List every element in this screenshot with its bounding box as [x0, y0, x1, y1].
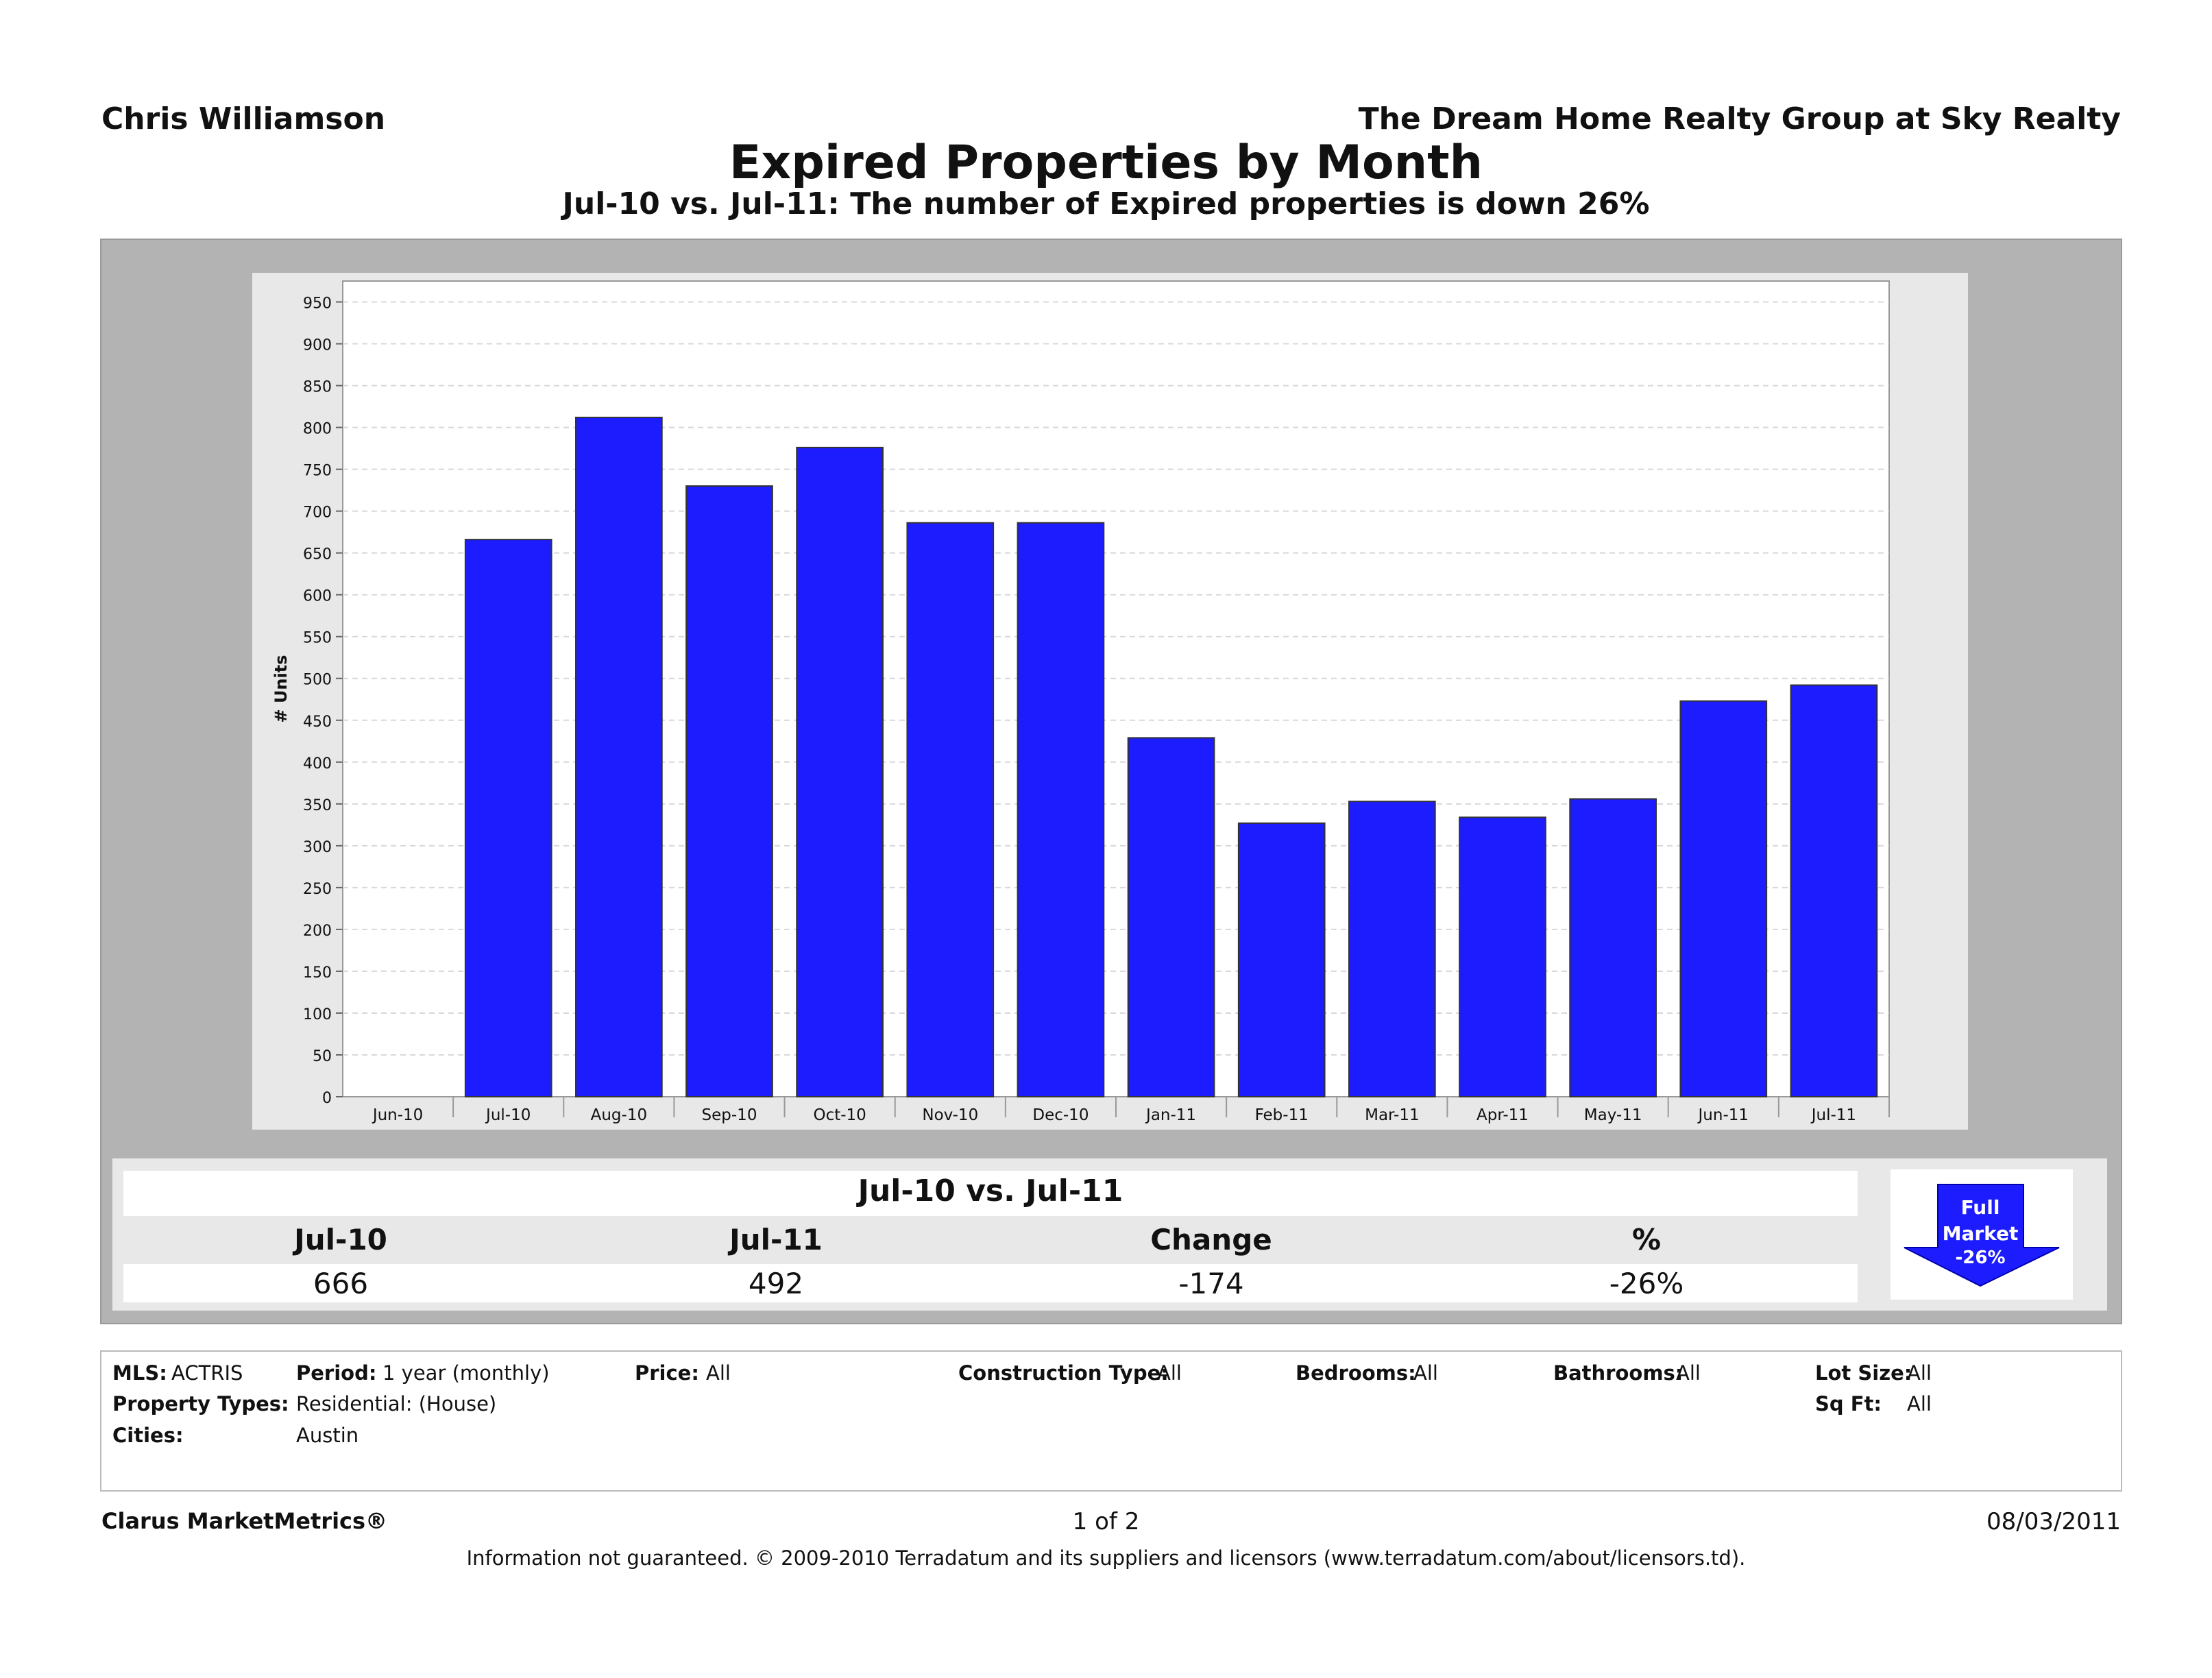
- y-tick-label: 350: [303, 797, 332, 814]
- mls-value: ACTRIS: [171, 1361, 243, 1385]
- bar-may-11: [1569, 798, 1657, 1097]
- price-value: All: [706, 1361, 731, 1385]
- bar-sep-10: [685, 485, 773, 1097]
- svg-text:Market: Market: [1943, 1222, 2019, 1245]
- y-tick-label: 300: [303, 839, 332, 856]
- x-tick-label: Dec-10: [1032, 1106, 1089, 1124]
- svg-text:-26%: -26%: [1955, 1248, 2005, 1268]
- x-tick-label: Jun-10: [372, 1106, 424, 1124]
- property-types-label: Property Types:: [112, 1392, 289, 1415]
- y-tick-label: 0: [322, 1090, 332, 1107]
- x-tick-label: Jan-11: [1145, 1106, 1196, 1124]
- bar-jun-11: [1679, 700, 1768, 1097]
- y-tick-label: 650: [303, 546, 332, 563]
- summary-title-bar: [123, 1171, 1858, 1216]
- summary-title: Jul-10 vs. Jul-11: [858, 1174, 1123, 1208]
- construction-label: Construction Type:: [958, 1361, 1169, 1385]
- construction-value: All: [1157, 1361, 1182, 1385]
- x-tick-label: Aug-10: [591, 1106, 647, 1124]
- summary-header-percent: %: [1631, 1223, 1662, 1256]
- page-title: Expired Properties by Month: [729, 136, 1483, 190]
- summary-value-percent: -26%: [1609, 1267, 1684, 1300]
- bedrooms-label: Bedrooms:: [1296, 1361, 1416, 1385]
- y-tick-label: 950: [303, 295, 332, 313]
- page-number: 1 of 2: [1072, 1508, 1140, 1535]
- y-tick-label: 850: [303, 379, 332, 396]
- x-tick-label: Nov-10: [922, 1106, 978, 1124]
- mls-label: MLS:: [112, 1361, 167, 1385]
- y-tick-label: 200: [303, 923, 332, 940]
- cities-label: Cities:: [112, 1424, 184, 1447]
- bar-feb-11: [1237, 822, 1326, 1098]
- lot-size-label: Lot Size:: [1815, 1361, 1912, 1385]
- svg-text:Full: Full: [1961, 1196, 2000, 1219]
- y-tick-label: 400: [303, 755, 332, 773]
- y-tick-label: 750: [303, 463, 332, 480]
- cities-value: Austin: [296, 1424, 359, 1447]
- summary-values-row: [123, 1264, 1858, 1302]
- summary-value-jul10: 666: [313, 1267, 369, 1300]
- x-tick-label: Jun-11: [1697, 1106, 1749, 1124]
- bar-jul-10: [464, 539, 552, 1097]
- bar-oct-10: [796, 446, 884, 1097]
- x-tick-label: Oct-10: [813, 1106, 866, 1124]
- bar-apr-11: [1459, 816, 1546, 1097]
- filter-criteria: [100, 1350, 2122, 1492]
- price-label: Price:: [635, 1361, 699, 1385]
- bar-dec-10: [1017, 522, 1105, 1097]
- x-tick-label: Jul-10: [485, 1106, 531, 1124]
- y-tick-label: 150: [303, 964, 332, 982]
- bathrooms-value: All: [1676, 1361, 1701, 1385]
- lot-size-value: All: [1907, 1361, 1932, 1385]
- sqft-label: Sq Ft:: [1815, 1392, 1882, 1415]
- x-tick-label: Apr-11: [1476, 1106, 1529, 1124]
- property-types-value: Residential: (House): [296, 1392, 497, 1415]
- agent-name: Chris Williamson: [101, 101, 386, 136]
- y-tick-label: 550: [303, 630, 332, 647]
- x-tick-label: Jul-11: [1810, 1106, 1856, 1124]
- page-subtitle: Jul-10 vs. Jul-11: The number of Expired…: [562, 186, 1650, 221]
- bar-aug-10: [575, 416, 663, 1097]
- summary-header-jul10: Jul-10: [294, 1223, 387, 1256]
- company-name: The Dream Home Realty Group at Sky Realt…: [1358, 101, 2121, 136]
- plot-area: [342, 280, 1890, 1097]
- bar-jul-11: [1790, 684, 1878, 1097]
- y-tick-label: 600: [303, 588, 332, 605]
- bar-mar-11: [1348, 801, 1436, 1098]
- sqft-value: All: [1907, 1392, 1932, 1415]
- y-tick-label: 450: [303, 714, 332, 731]
- y-tick-label: 250: [303, 881, 332, 898]
- y-tick-label: 500: [303, 672, 332, 689]
- footer-brand: Clarus MarketMetrics®: [101, 1508, 388, 1534]
- x-tick-label: May-11: [1584, 1106, 1642, 1124]
- y-axis-label: # Units: [271, 655, 291, 722]
- summary-value-jul11: 492: [748, 1267, 804, 1300]
- bar-nov-10: [906, 522, 995, 1097]
- period-label: Period:: [296, 1361, 377, 1385]
- down-arrow-icon: Full Market -26%: [1904, 1184, 2060, 1287]
- x-tick-label: Sep-10: [702, 1106, 757, 1124]
- y-tick-label: 900: [303, 337, 332, 354]
- y-tick-label: 700: [303, 504, 332, 522]
- disclaimer: Information not guaranteed. © 2009-2010 …: [466, 1546, 1746, 1570]
- bathrooms-label: Bathrooms:: [1553, 1361, 1684, 1385]
- summary-header-change: Change: [1150, 1223, 1272, 1256]
- summary-value-change: -174: [1178, 1267, 1244, 1300]
- bar-jan-11: [1127, 737, 1215, 1097]
- report-date: 08/03/2011: [1986, 1508, 2121, 1535]
- y-tick-label: 50: [313, 1048, 332, 1065]
- period-value: 1 year (monthly): [382, 1361, 550, 1385]
- y-tick-label: 100: [303, 1006, 332, 1023]
- x-tick-label: Mar-11: [1365, 1106, 1420, 1124]
- market-badge: Full Market -26%: [1891, 1169, 2073, 1300]
- summary-header-jul11: Jul-11: [729, 1223, 823, 1256]
- x-tick-label: Feb-11: [1255, 1106, 1309, 1124]
- bedrooms-value: All: [1413, 1361, 1438, 1385]
- bar-chart: 0 50 100 150 200 250 300 350 400 450 500 550 600 650 7…: [271, 280, 1890, 1124]
- y-tick-label: 800: [303, 421, 332, 438]
